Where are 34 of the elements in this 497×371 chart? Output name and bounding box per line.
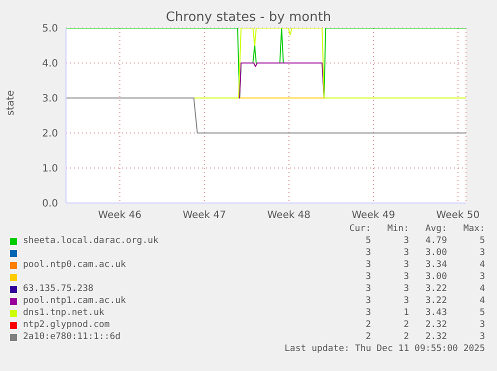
text: 3 3 3.00 3 <box>366 248 485 258</box>
text: 2 2 2.32 3 <box>366 332 485 342</box>
y-tick-label: 2.0 <box>42 128 58 140</box>
chart-title: Chrony states - by month <box>164 10 332 25</box>
text: Last update: Thu Dec 11 09:55:00 2025 <box>284 343 485 355</box>
legend-label: sheeta.local.darac.org.uk <box>23 235 160 247</box>
x-tick-label: Week 48 <box>267 210 311 222</box>
x-tick-label: Week 50 <box>436 210 480 222</box>
text: 3 3 3.22 4 <box>366 284 485 294</box>
y-tick-label: 4.0 <box>42 58 58 70</box>
text: 3 1 3.43 5 <box>366 308 485 318</box>
y-tick-label: 5.0 <box>42 24 58 35</box>
y-tick-label: 1.0 <box>42 164 58 175</box>
text: Avg: <box>424 223 447 235</box>
text: Max: <box>462 223 485 235</box>
x-tick-label: Week 46 <box>98 210 142 222</box>
text: 3 3 3.34 4 <box>366 260 485 270</box>
y-axis-title: state <box>6 90 17 116</box>
x-tick-label: Week 49 <box>352 210 396 222</box>
text: Cur: <box>348 223 371 235</box>
legend-label: ntp2.glypnod.com <box>23 319 111 331</box>
text: Min: <box>386 223 409 235</box>
x-tick-label: Week 47 <box>182 210 226 222</box>
y-tick-label: 3.0 <box>42 94 58 105</box>
text: 3 3 3.22 4 <box>366 296 485 306</box>
text: 2 2 2.32 3 <box>366 320 485 330</box>
legend-label: dns1.tnp.net.uk <box>23 307 106 319</box>
legend-label: 2a10:e780:11:1::6d <box>23 331 122 343</box>
text: 5 3 4.79 5 <box>366 236 485 246</box>
y-tick-label: 0.0 <box>42 198 58 210</box>
legend-label: 63.135.75.238 <box>23 283 94 295</box>
legend-label: pool.ntp0.cam.ac.uk <box>23 259 127 271</box>
legend-label: pool.ntp1.cam.ac.uk <box>23 295 127 307</box>
text: 3 3 3.00 3 <box>366 272 485 282</box>
